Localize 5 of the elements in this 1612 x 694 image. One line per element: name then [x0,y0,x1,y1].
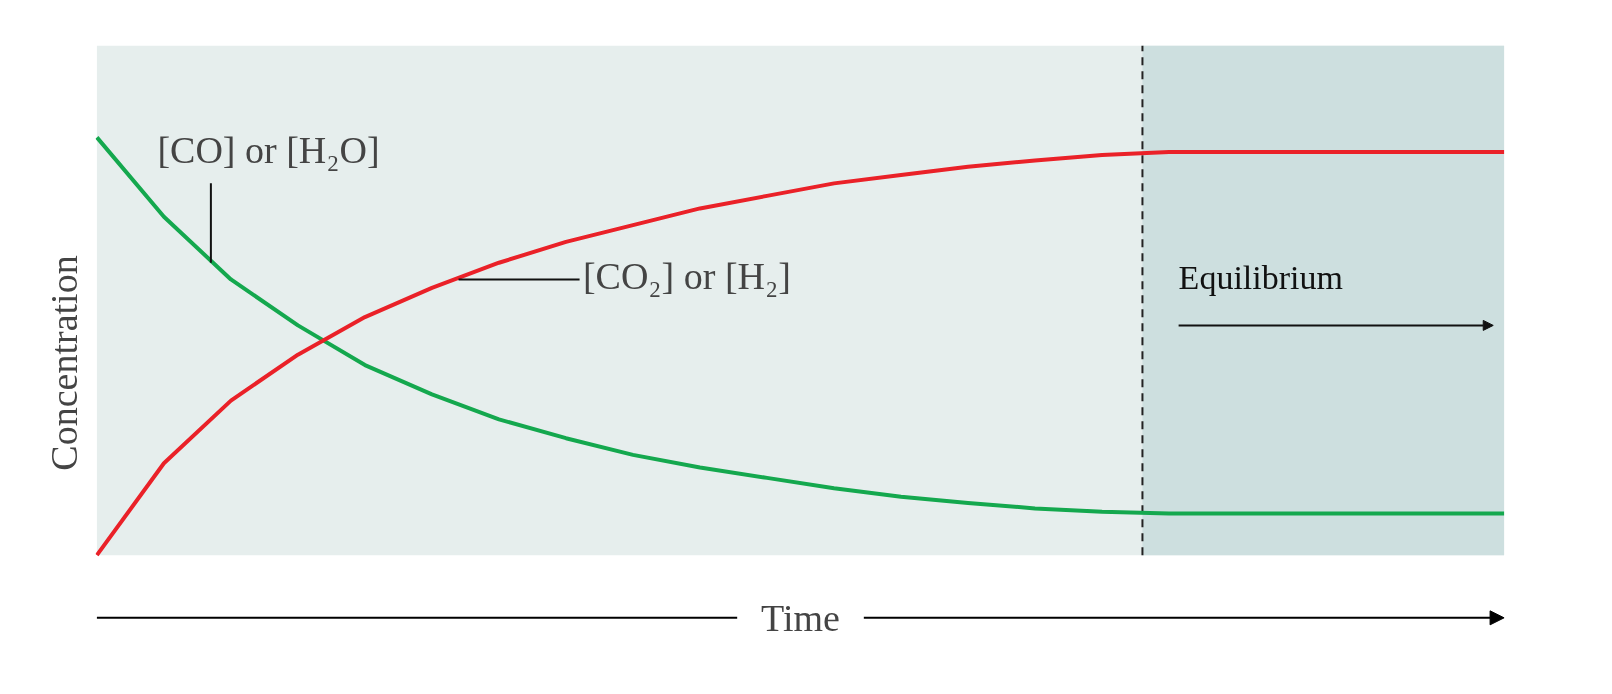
x-axis-title: Time [761,596,840,639]
annotation: Equilibrium [1178,259,1343,297]
y-axis-title: Concentration [42,255,85,471]
annotation: [CO] or [H₂O] [157,128,380,171]
annotation: [CO₂] or [H₂] [582,255,791,298]
